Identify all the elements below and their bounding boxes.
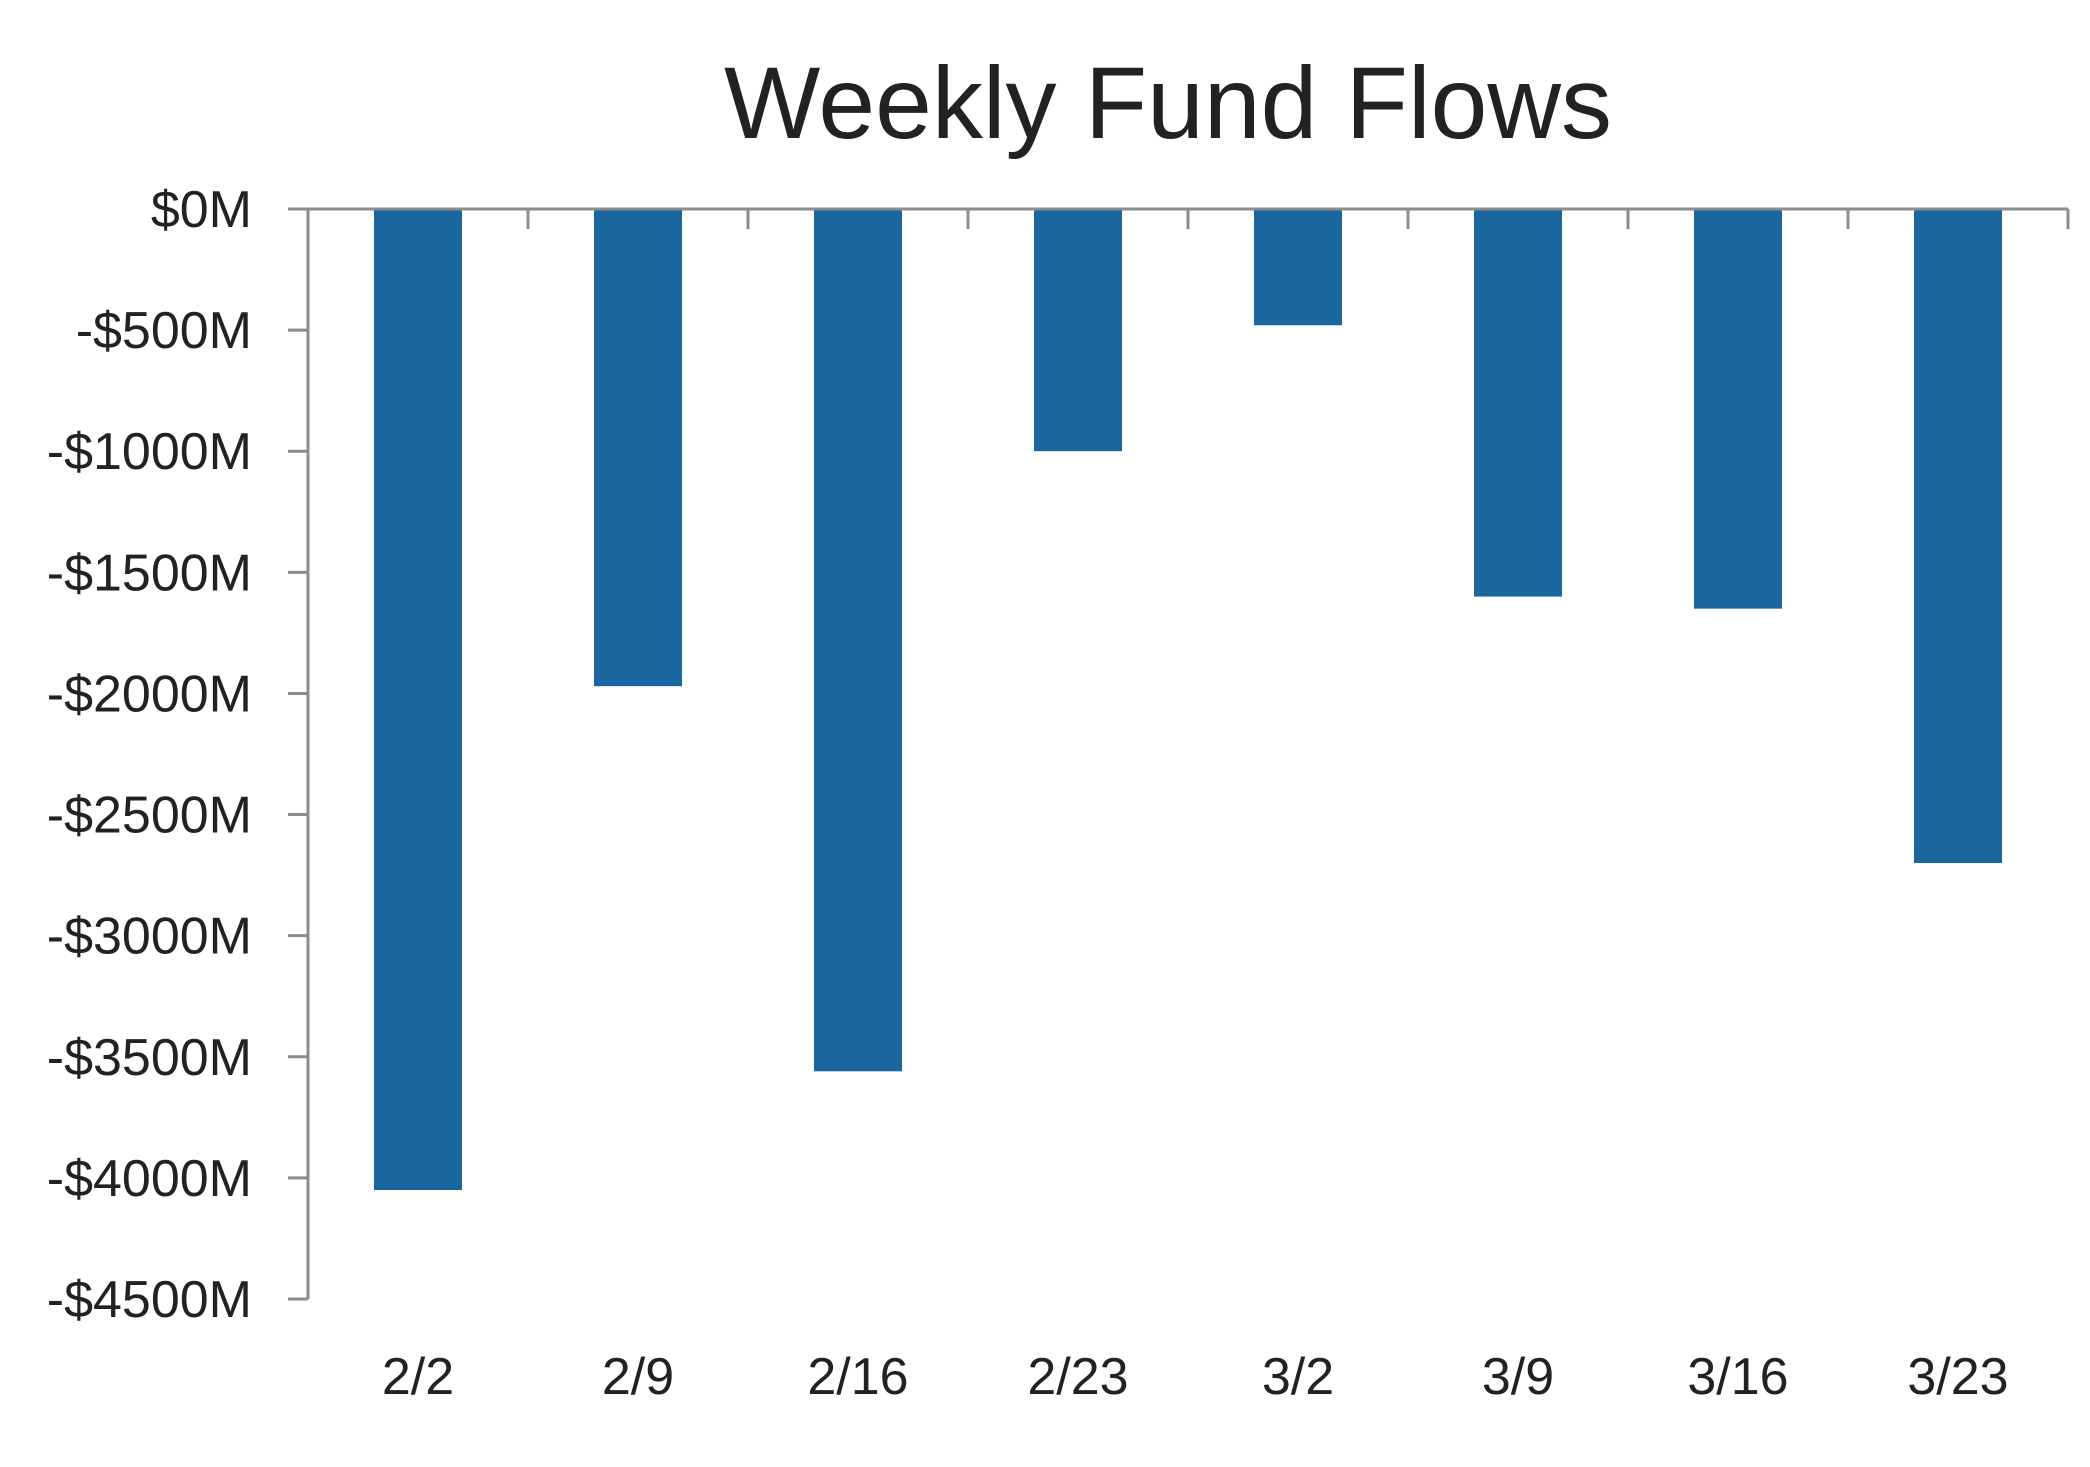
y-axis-labels: $0M -$500M -$1000M -$1500M -$2000M -$2500M -$3…	[47, 181, 252, 1329]
bar-3-2	[1254, 209, 1342, 326]
y-tick-label: -$1000M	[47, 423, 252, 481]
chart-title: Weekly Fund Flows	[724, 46, 1612, 160]
y-tick-label: $0M	[151, 181, 252, 239]
y-tick-label: -$500M	[76, 302, 252, 360]
y-tick-label: -$3500M	[47, 1029, 252, 1087]
y-tick-label: -$1500M	[47, 544, 252, 602]
bar-2-2	[374, 209, 462, 1190]
axes-layer	[288, 207, 2070, 1301]
bar-3-16	[1694, 209, 1782, 609]
bar-2-9	[594, 209, 682, 687]
x-tick-label: 3/16	[1687, 1348, 1788, 1406]
x-tick-label: 2/23	[1027, 1348, 1128, 1406]
x-tick-label: 2/2	[382, 1348, 454, 1406]
x-tick-label: 3/9	[1482, 1348, 1554, 1406]
bar-2-16	[814, 209, 902, 1072]
y-tick-label: -$2000M	[47, 665, 252, 723]
x-tick-label: 3/23	[1907, 1348, 2008, 1406]
bar-3-9	[1474, 209, 1562, 597]
y-tick-label: -$4000M	[47, 1150, 252, 1208]
y-tick-label: -$2500M	[47, 787, 252, 845]
x-axis-labels: 2/2 2/9 2/16 2/23 3/2 3/9 3/16 3/23	[382, 1348, 2009, 1406]
x-tick-label: 2/16	[807, 1348, 908, 1406]
bar-3-23	[1914, 209, 2002, 863]
x-tick-label: 3/2	[1262, 1348, 1334, 1406]
y-tick-label: -$3000M	[47, 908, 252, 966]
y-tick-label: -$4500M	[47, 1271, 252, 1329]
bars-layer	[374, 209, 2002, 1190]
bar-2-23	[1034, 209, 1122, 452]
x-tick-label: 2/9	[602, 1348, 674, 1406]
